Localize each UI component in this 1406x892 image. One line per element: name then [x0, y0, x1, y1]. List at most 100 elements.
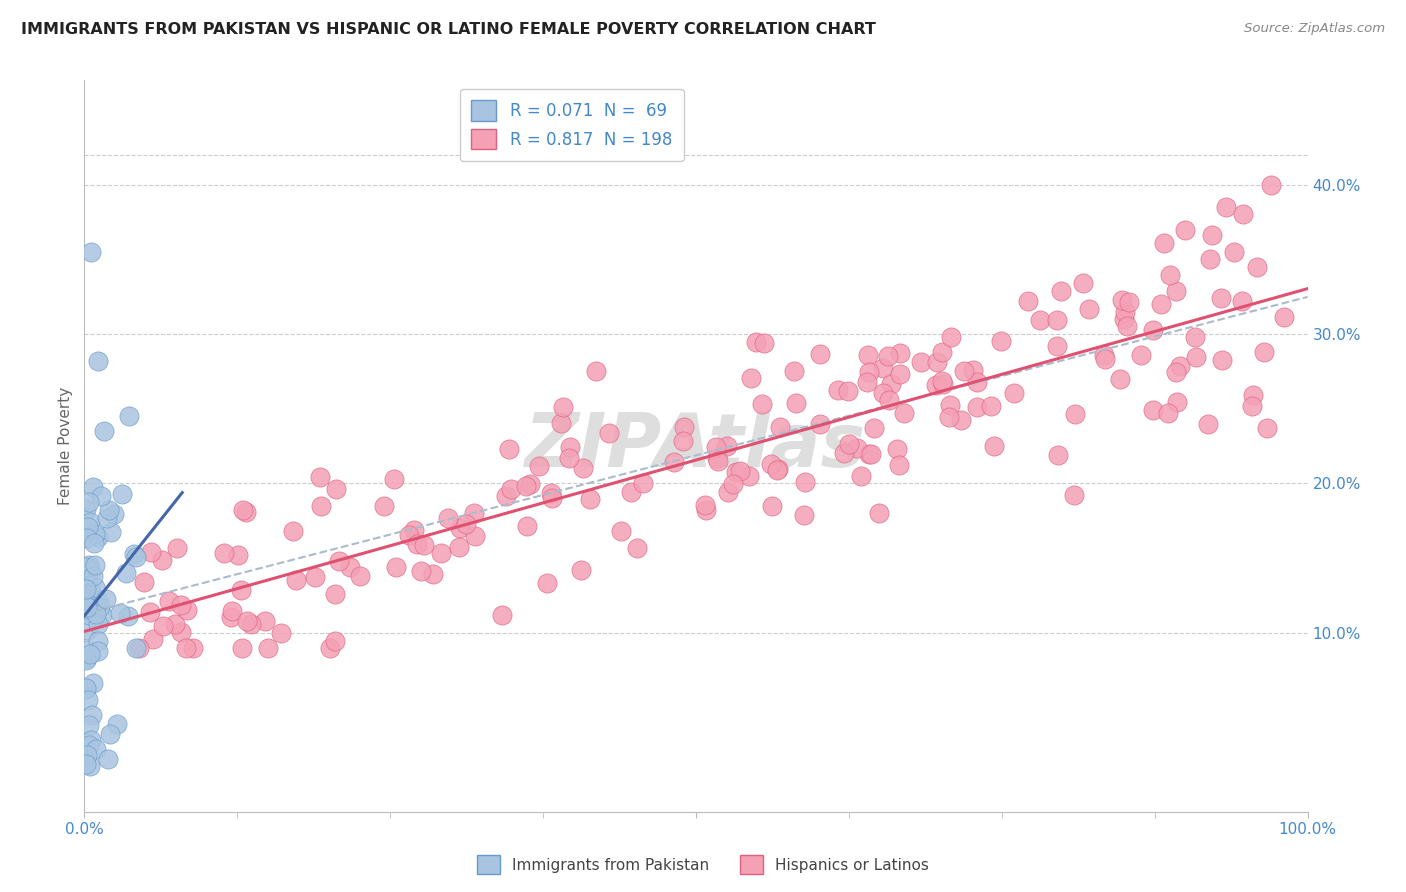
- Point: [1114, 305, 1136, 319]
- Point: [1118, 294, 1140, 309]
- Point: [723, 476, 745, 491]
- Point: [103, 507, 125, 521]
- Point: [87, 592, 110, 607]
- Point: [221, 604, 243, 618]
- Point: [1197, 417, 1219, 432]
- Point: [855, 376, 877, 390]
- Point: [860, 447, 883, 461]
- Point: [751, 397, 773, 411]
- Point: [745, 334, 768, 349]
- Point: [766, 463, 789, 477]
- Point: [889, 346, 911, 360]
- Point: [84, 558, 107, 572]
- Point: [93, 424, 115, 438]
- Point: [1164, 365, 1187, 379]
- Point: [738, 468, 761, 483]
- Point: [76, 595, 98, 609]
- Point: [1028, 313, 1050, 327]
- Point: [82, 480, 104, 494]
- Point: [838, 436, 860, 450]
- Point: [117, 609, 139, 624]
- Point: [931, 374, 953, 388]
- Point: [704, 440, 727, 454]
- Point: [856, 348, 879, 362]
- Point: [927, 354, 949, 368]
- Point: [553, 400, 575, 414]
- Point: [98, 727, 121, 741]
- Point: [309, 470, 332, 484]
- Point: [716, 439, 738, 453]
- Point: [1002, 386, 1025, 401]
- Point: [79, 759, 101, 773]
- Point: [323, 587, 346, 601]
- Point: [157, 594, 180, 608]
- Point: [89, 600, 111, 615]
- Point: [877, 350, 900, 364]
- Point: [1184, 330, 1206, 344]
- Point: [464, 529, 486, 543]
- Point: [82, 676, 104, 690]
- Point: [319, 640, 342, 655]
- Point: [76, 693, 98, 707]
- Text: IMMIGRANTS FROM PAKISTAN VS HISPANIC OR LATINO FEMALE POVERTY CORRELATION CHART: IMMIGRANTS FROM PAKISTAN VS HISPANIC OR …: [21, 22, 876, 37]
- Point: [117, 409, 139, 424]
- Point: [79, 516, 101, 530]
- Point: [304, 570, 326, 584]
- Point: [413, 538, 436, 552]
- Point: [695, 503, 717, 517]
- Point: [86, 616, 108, 631]
- Point: [1168, 359, 1191, 373]
- Point: [491, 608, 513, 623]
- Point: [931, 344, 953, 359]
- Point: [87, 354, 110, 368]
- Legend: Immigrants from Pakistan, Hispanics or Latinos: Immigrants from Pakistan, Hispanics or L…: [471, 849, 935, 880]
- Point: [1046, 339, 1069, 353]
- Point: [398, 528, 420, 542]
- Point: [808, 417, 831, 432]
- Point: [672, 434, 695, 449]
- Point: [91, 608, 114, 623]
- Point: [925, 378, 948, 392]
- Point: [527, 458, 550, 473]
- Point: [571, 461, 593, 475]
- Point: [128, 640, 150, 655]
- Point: [932, 377, 955, 392]
- Point: [257, 640, 280, 655]
- Point: [939, 330, 962, 344]
- Point: [75, 682, 97, 697]
- Point: [79, 648, 101, 662]
- Point: [111, 486, 134, 500]
- Point: [620, 484, 643, 499]
- Point: [373, 500, 395, 514]
- Point: [456, 517, 478, 532]
- Point: [430, 545, 453, 559]
- Point: [516, 519, 538, 533]
- Point: [557, 451, 579, 466]
- Point: [90, 489, 112, 503]
- Point: [1071, 277, 1094, 291]
- Point: [759, 458, 782, 472]
- Point: [495, 490, 517, 504]
- Point: [82, 569, 104, 583]
- Point: [84, 580, 107, 594]
- Point: [75, 582, 97, 596]
- Point: [84, 527, 107, 541]
- Point: [219, 609, 242, 624]
- Point: [880, 376, 903, 391]
- Text: ZIPAtlas: ZIPAtlas: [526, 409, 866, 483]
- Point: [79, 558, 101, 573]
- Text: Source: ZipAtlas.com: Source: ZipAtlas.com: [1244, 22, 1385, 36]
- Point: [832, 446, 855, 460]
- Point: [827, 383, 849, 397]
- Point: [80, 244, 103, 259]
- Point: [77, 738, 100, 752]
- Point: [536, 576, 558, 591]
- Point: [174, 640, 197, 655]
- Point: [962, 363, 984, 377]
- Point: [285, 573, 308, 587]
- Point: [728, 464, 751, 478]
- Point: [938, 409, 960, 424]
- Point: [1260, 178, 1282, 192]
- Point: [75, 681, 97, 696]
- Point: [97, 752, 120, 766]
